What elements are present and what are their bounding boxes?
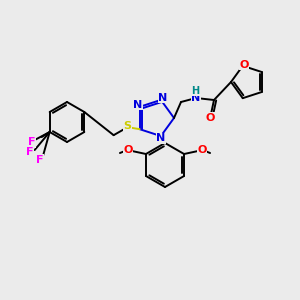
- Text: O: O: [239, 60, 248, 70]
- Text: N: N: [133, 100, 142, 110]
- Text: F: F: [36, 155, 44, 165]
- Text: F: F: [26, 147, 33, 157]
- Text: N: N: [158, 93, 167, 103]
- Text: F: F: [28, 137, 35, 147]
- Text: N: N: [191, 93, 201, 103]
- Text: S: S: [124, 121, 132, 131]
- Text: O: O: [123, 145, 133, 155]
- Text: O: O: [205, 113, 215, 123]
- Text: O: O: [197, 145, 207, 155]
- Text: N: N: [156, 133, 166, 143]
- Text: H: H: [191, 86, 199, 96]
